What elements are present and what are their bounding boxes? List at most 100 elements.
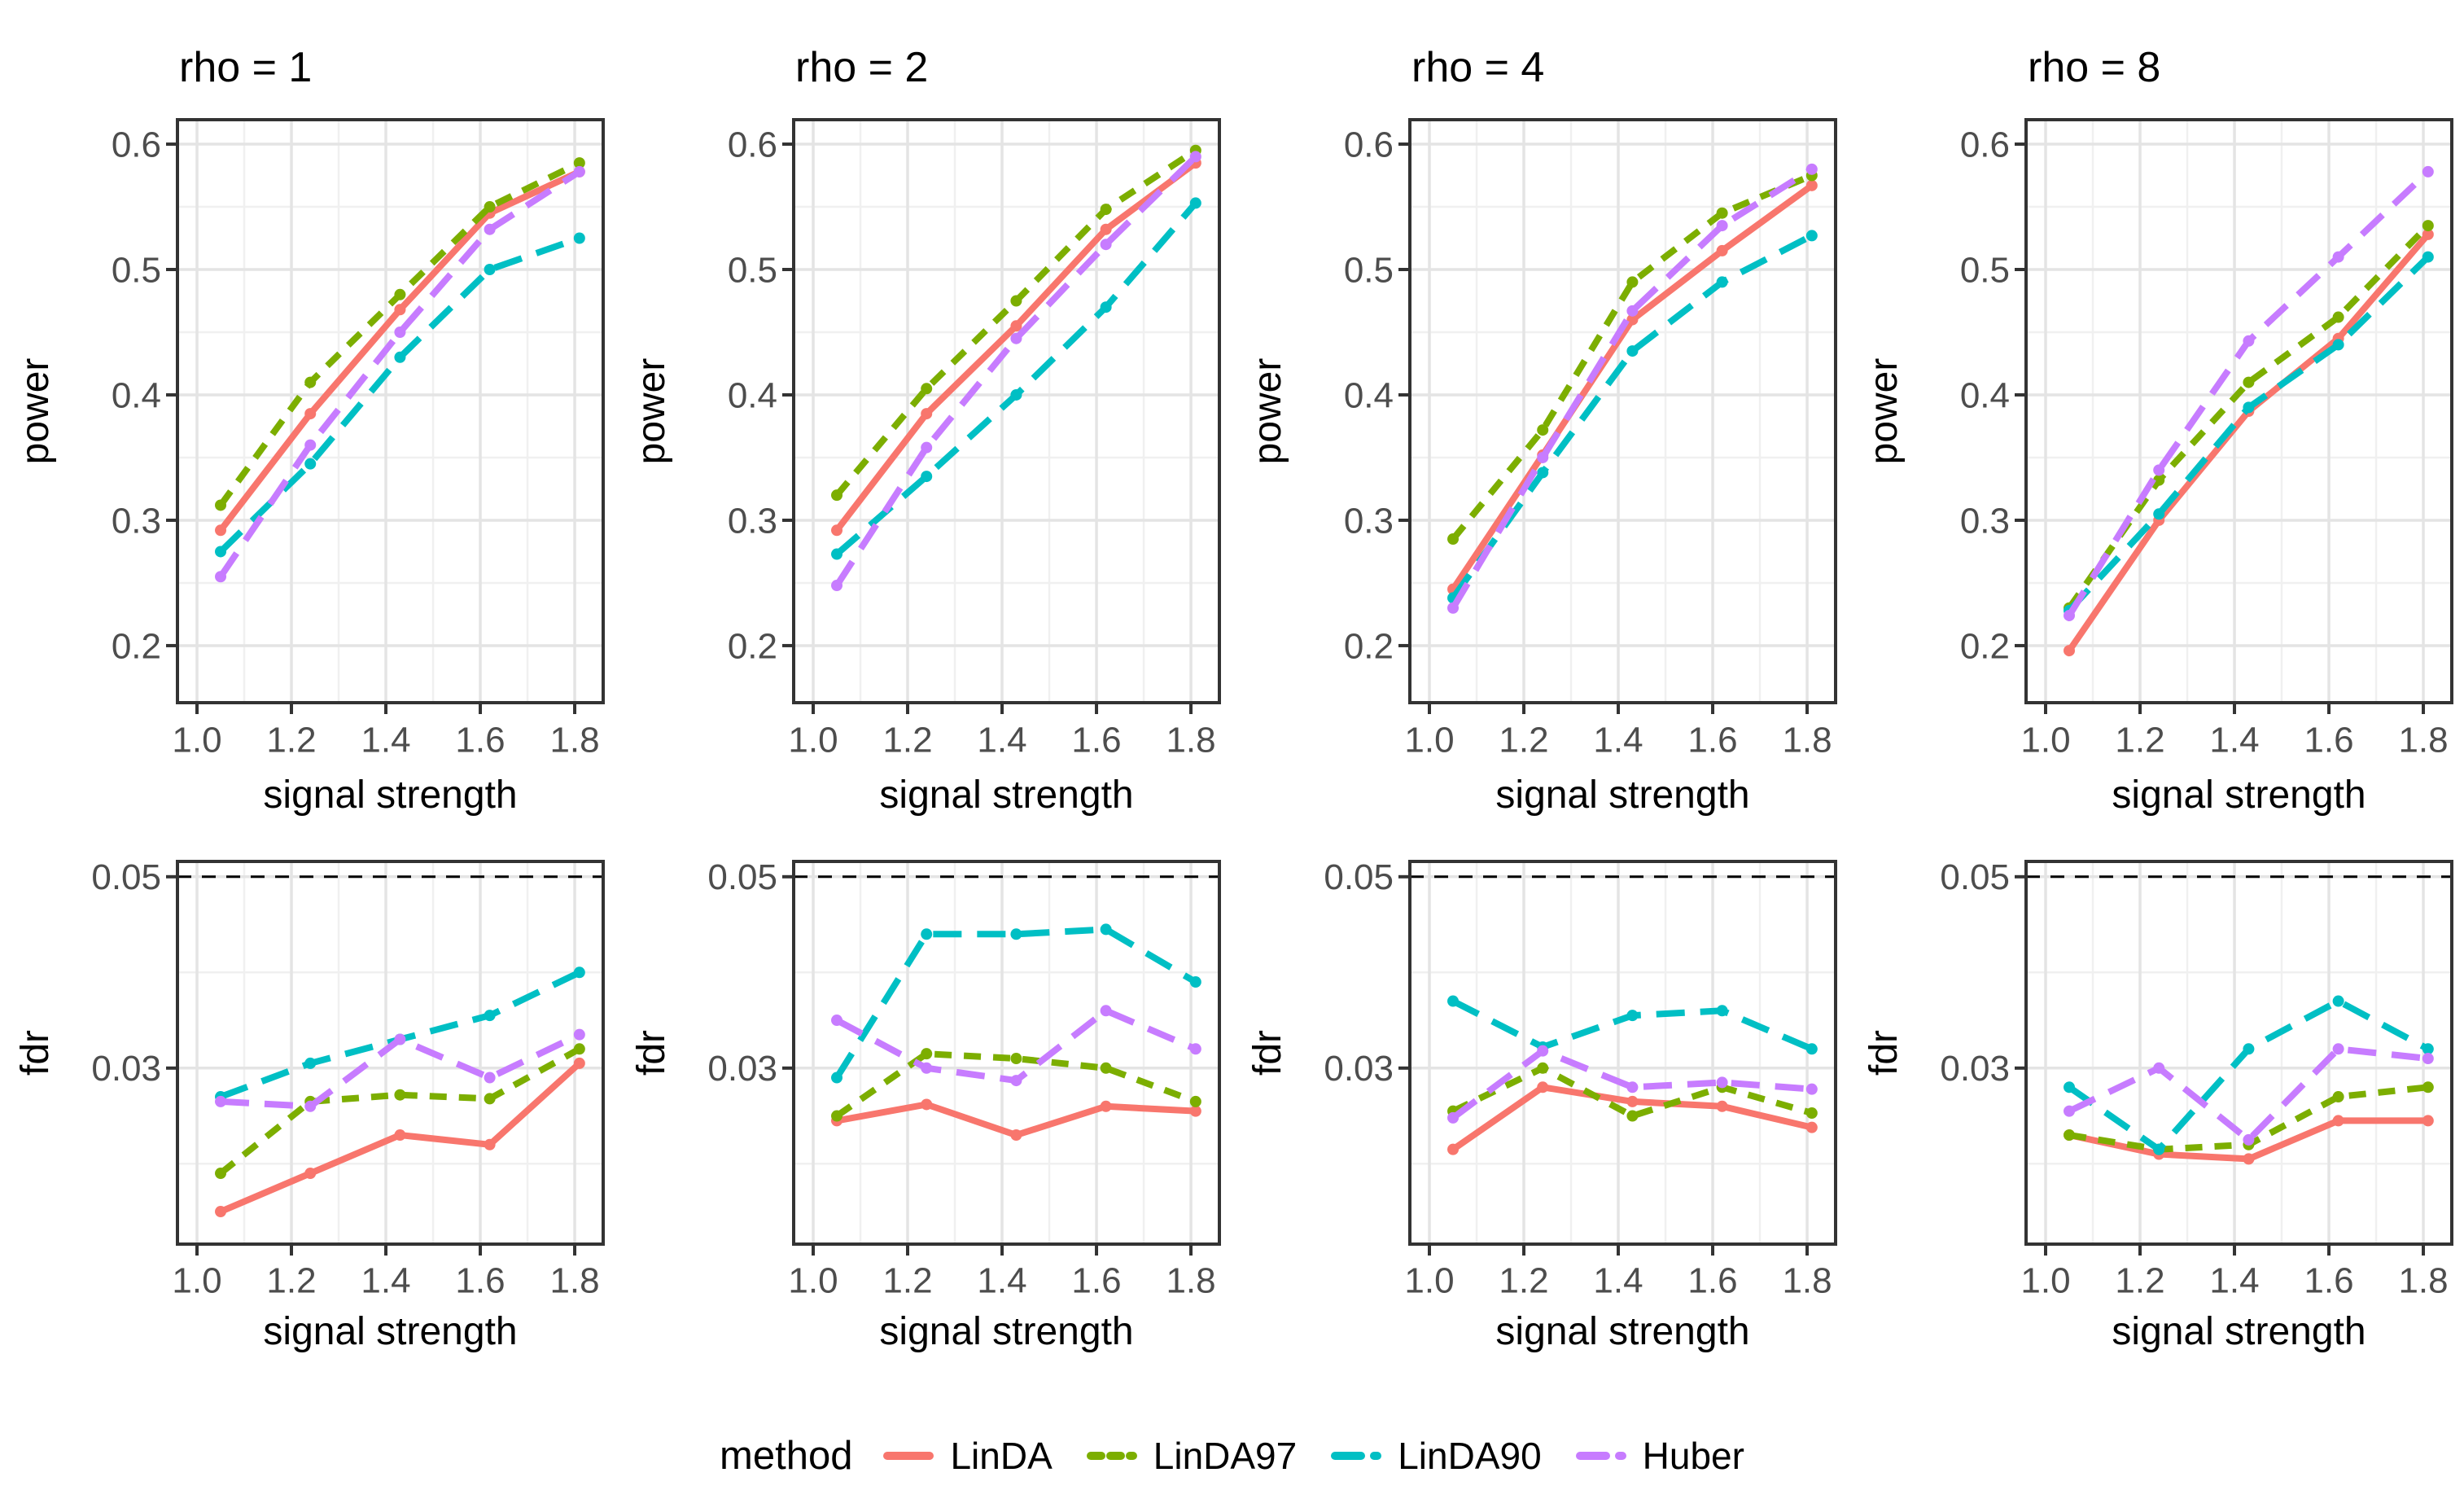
data-point	[1626, 1010, 1639, 1022]
legend-entry-huber: Huber	[1575, 1434, 1744, 1478]
x-tick-label: 1.2	[266, 720, 316, 760]
data-point	[921, 928, 933, 940]
x-tick-label: 1.4	[2209, 720, 2259, 760]
x-tick-label: 1.2	[2115, 720, 2164, 760]
data-point	[2153, 474, 2165, 486]
data-point	[2243, 335, 2255, 347]
data-point	[2332, 339, 2344, 351]
series-line-linda90	[1450, 232, 1814, 600]
panel-border	[2024, 860, 2453, 1246]
data-point	[215, 546, 227, 558]
x-tick-label: 1.4	[361, 1260, 410, 1300]
y-tick-label: 0.6	[112, 125, 161, 164]
data-point	[1100, 923, 1112, 936]
data-point	[1716, 207, 1728, 219]
data-point	[831, 524, 843, 537]
data-point	[394, 1129, 406, 1142]
data-point	[2243, 376, 2255, 388]
data-point	[2422, 1053, 2434, 1065]
data-point	[304, 408, 317, 420]
x-tick-label: 1.8	[549, 720, 599, 760]
y-axis-title: power	[1246, 358, 1289, 465]
series-points-linda90	[1447, 995, 1818, 1055]
data-point	[1100, 1005, 1112, 1017]
panel-fdr-rho-2: 1.0 1.2 1.4 1.6 1.8 0.05 0.03 signal strength fd…	[630, 857, 1221, 1353]
legend-entry-label: LinDA90	[1398, 1435, 1542, 1477]
x-tick-label: 1.4	[361, 720, 410, 760]
data-point	[1716, 1005, 1728, 1017]
panel-power-rho-4: 1.0 1.2 1.4 1.6 1.8 0.6 0.5 0.4 0.3 0.2 rho = 4 sig…	[1246, 44, 1837, 817]
data-point	[1626, 305, 1639, 317]
x-tick-label: 1.0	[1404, 1260, 1454, 1300]
data-point	[1010, 388, 1022, 401]
y-tick-label: 0.3	[728, 501, 777, 541]
legend-title: method	[720, 1434, 853, 1478]
panel-background	[2026, 861, 2452, 1244]
data-point	[1189, 197, 1201, 209]
data-point	[1100, 1062, 1112, 1074]
data-point	[1100, 239, 1112, 251]
data-point	[2422, 1115, 2434, 1127]
data-point	[2332, 1043, 2344, 1055]
data-point	[2153, 508, 2165, 520]
x-tick-label: 1.8	[1782, 720, 1832, 760]
x-tick-label: 1.0	[172, 1260, 221, 1300]
x-tick-label: 1.2	[882, 1260, 932, 1300]
data-point	[1537, 424, 1549, 436]
data-point	[1626, 1110, 1639, 1122]
data-point	[921, 471, 933, 483]
series-line-linda97	[218, 1045, 581, 1177]
x-tick-label: 1.2	[2115, 1260, 2164, 1300]
panel-border	[1408, 118, 1837, 704]
data-point	[215, 1095, 227, 1107]
data-point	[1010, 1053, 1022, 1065]
y-tick-label: 0.4	[1344, 375, 1394, 415]
data-point	[1805, 1107, 1818, 1120]
data-point	[304, 439, 317, 451]
data-point	[2243, 401, 2255, 414]
data-point	[1716, 220, 1728, 232]
data-point	[831, 1072, 843, 1084]
data-point	[1626, 313, 1639, 326]
data-point	[1805, 1043, 1818, 1055]
y-axis-title: fdr	[630, 1030, 673, 1076]
data-point	[1626, 1095, 1639, 1107]
data-point	[921, 1098, 933, 1111]
series-points-linda97	[831, 144, 1201, 502]
data-point	[1716, 244, 1728, 256]
data-point	[1626, 276, 1639, 288]
data-point	[1716, 1100, 1728, 1112]
y-tick-label: 0.5	[1960, 250, 2010, 290]
series-points-huber	[1447, 1045, 1818, 1124]
data-point	[2422, 1043, 2434, 1055]
legend-entry-label: LinDA	[950, 1435, 1053, 1477]
data-point	[831, 548, 843, 560]
series-points-huber	[215, 1028, 585, 1112]
data-point	[2422, 251, 2434, 263]
data-point	[2422, 220, 2434, 232]
panel-border	[792, 860, 1221, 1246]
data-point	[2064, 609, 2076, 621]
data-point	[394, 351, 406, 363]
legend-entries: LinDA LinDA97 LinDA90 Huber	[883, 1434, 1744, 1478]
data-point	[215, 1206, 227, 1218]
y-tick-label: 0.05	[91, 857, 161, 897]
x-tick-label: 1.4	[977, 720, 1026, 760]
data-point	[394, 1033, 406, 1045]
data-point	[2332, 1091, 2344, 1103]
data-point	[2153, 1062, 2165, 1074]
x-tick-label: 1.8	[1166, 1260, 1215, 1300]
panel-border	[176, 860, 605, 1246]
panel-background	[177, 861, 603, 1244]
y-axis-title: fdr	[1862, 1030, 1906, 1076]
data-point	[304, 1168, 317, 1180]
data-point	[1010, 320, 1022, 332]
data-point	[1447, 1111, 1460, 1124]
y-tick-label: 0.3	[1960, 501, 2010, 541]
data-point	[1010, 1075, 1022, 1087]
panel-fdr-rho-8: 1.0 1.2 1.4 1.6 1.8 0.05 0.03 signal strength fd…	[1862, 857, 2453, 1353]
x-axis-title: signal strength	[2112, 774, 2366, 817]
y-axis-title: power	[14, 358, 57, 465]
data-point	[573, 1043, 585, 1055]
y-tick-label: 0.5	[1344, 250, 1394, 290]
